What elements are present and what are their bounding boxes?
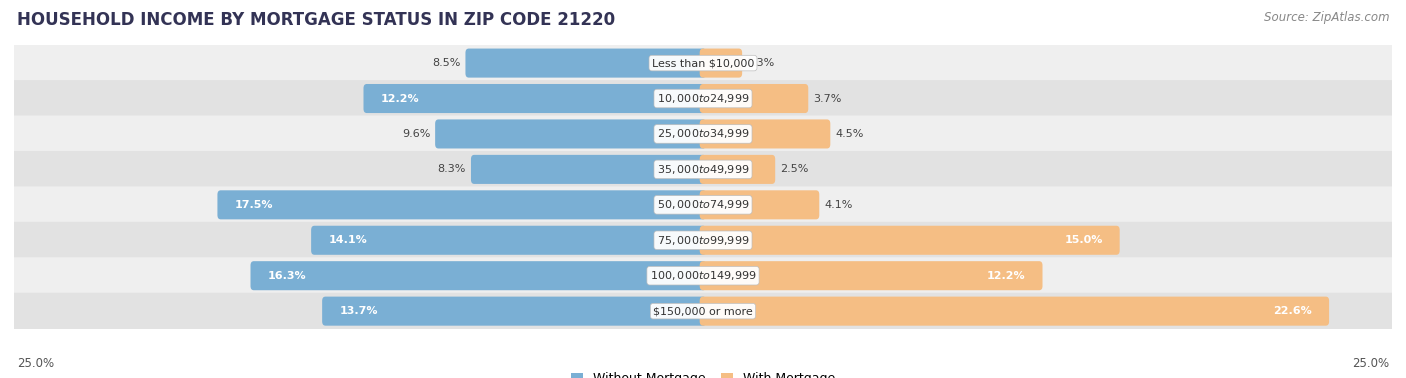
Text: 12.2%: 12.2% <box>381 93 419 104</box>
Text: 1.3%: 1.3% <box>747 58 775 68</box>
FancyBboxPatch shape <box>14 45 1392 82</box>
Text: 14.1%: 14.1% <box>328 235 367 245</box>
FancyBboxPatch shape <box>218 190 706 219</box>
Text: Source: ZipAtlas.com: Source: ZipAtlas.com <box>1264 11 1389 24</box>
Text: 3.7%: 3.7% <box>813 93 842 104</box>
FancyBboxPatch shape <box>14 222 1392 259</box>
Text: 25.0%: 25.0% <box>17 358 53 370</box>
FancyBboxPatch shape <box>14 186 1392 223</box>
Text: 22.6%: 22.6% <box>1274 306 1312 316</box>
Text: 8.5%: 8.5% <box>432 58 461 68</box>
Text: 9.6%: 9.6% <box>402 129 430 139</box>
Text: $100,000 to $149,999: $100,000 to $149,999 <box>650 269 756 282</box>
FancyBboxPatch shape <box>700 84 808 113</box>
Text: $10,000 to $24,999: $10,000 to $24,999 <box>657 92 749 105</box>
FancyBboxPatch shape <box>311 226 706 255</box>
FancyBboxPatch shape <box>700 190 820 219</box>
Text: HOUSEHOLD INCOME BY MORTGAGE STATUS IN ZIP CODE 21220: HOUSEHOLD INCOME BY MORTGAGE STATUS IN Z… <box>17 11 614 29</box>
Text: 13.7%: 13.7% <box>339 306 378 316</box>
Text: Less than $10,000: Less than $10,000 <box>652 58 754 68</box>
FancyBboxPatch shape <box>14 151 1392 188</box>
Text: $25,000 to $34,999: $25,000 to $34,999 <box>657 127 749 141</box>
Text: 2.5%: 2.5% <box>780 164 808 174</box>
Legend: Without Mortgage, With Mortgage: Without Mortgage, With Mortgage <box>571 372 835 378</box>
Text: 4.1%: 4.1% <box>824 200 852 210</box>
FancyBboxPatch shape <box>14 257 1392 294</box>
FancyBboxPatch shape <box>250 261 706 290</box>
Text: 12.2%: 12.2% <box>987 271 1025 281</box>
FancyBboxPatch shape <box>465 48 706 77</box>
FancyBboxPatch shape <box>700 297 1329 326</box>
Text: 16.3%: 16.3% <box>267 271 307 281</box>
FancyBboxPatch shape <box>700 261 1042 290</box>
FancyBboxPatch shape <box>14 116 1392 152</box>
Text: 15.0%: 15.0% <box>1064 235 1102 245</box>
Text: 8.3%: 8.3% <box>437 164 465 174</box>
Text: $150,000 or more: $150,000 or more <box>654 306 752 316</box>
FancyBboxPatch shape <box>700 48 742 77</box>
FancyBboxPatch shape <box>434 119 706 149</box>
FancyBboxPatch shape <box>322 297 706 326</box>
FancyBboxPatch shape <box>14 293 1392 330</box>
Text: $50,000 to $74,999: $50,000 to $74,999 <box>657 198 749 211</box>
Text: $35,000 to $49,999: $35,000 to $49,999 <box>657 163 749 176</box>
Text: 25.0%: 25.0% <box>1353 358 1389 370</box>
FancyBboxPatch shape <box>471 155 706 184</box>
FancyBboxPatch shape <box>700 226 1119 255</box>
FancyBboxPatch shape <box>14 80 1392 117</box>
Text: $75,000 to $99,999: $75,000 to $99,999 <box>657 234 749 247</box>
FancyBboxPatch shape <box>700 119 831 149</box>
FancyBboxPatch shape <box>364 84 706 113</box>
FancyBboxPatch shape <box>700 155 775 184</box>
Text: 17.5%: 17.5% <box>235 200 273 210</box>
Text: 4.5%: 4.5% <box>835 129 863 139</box>
